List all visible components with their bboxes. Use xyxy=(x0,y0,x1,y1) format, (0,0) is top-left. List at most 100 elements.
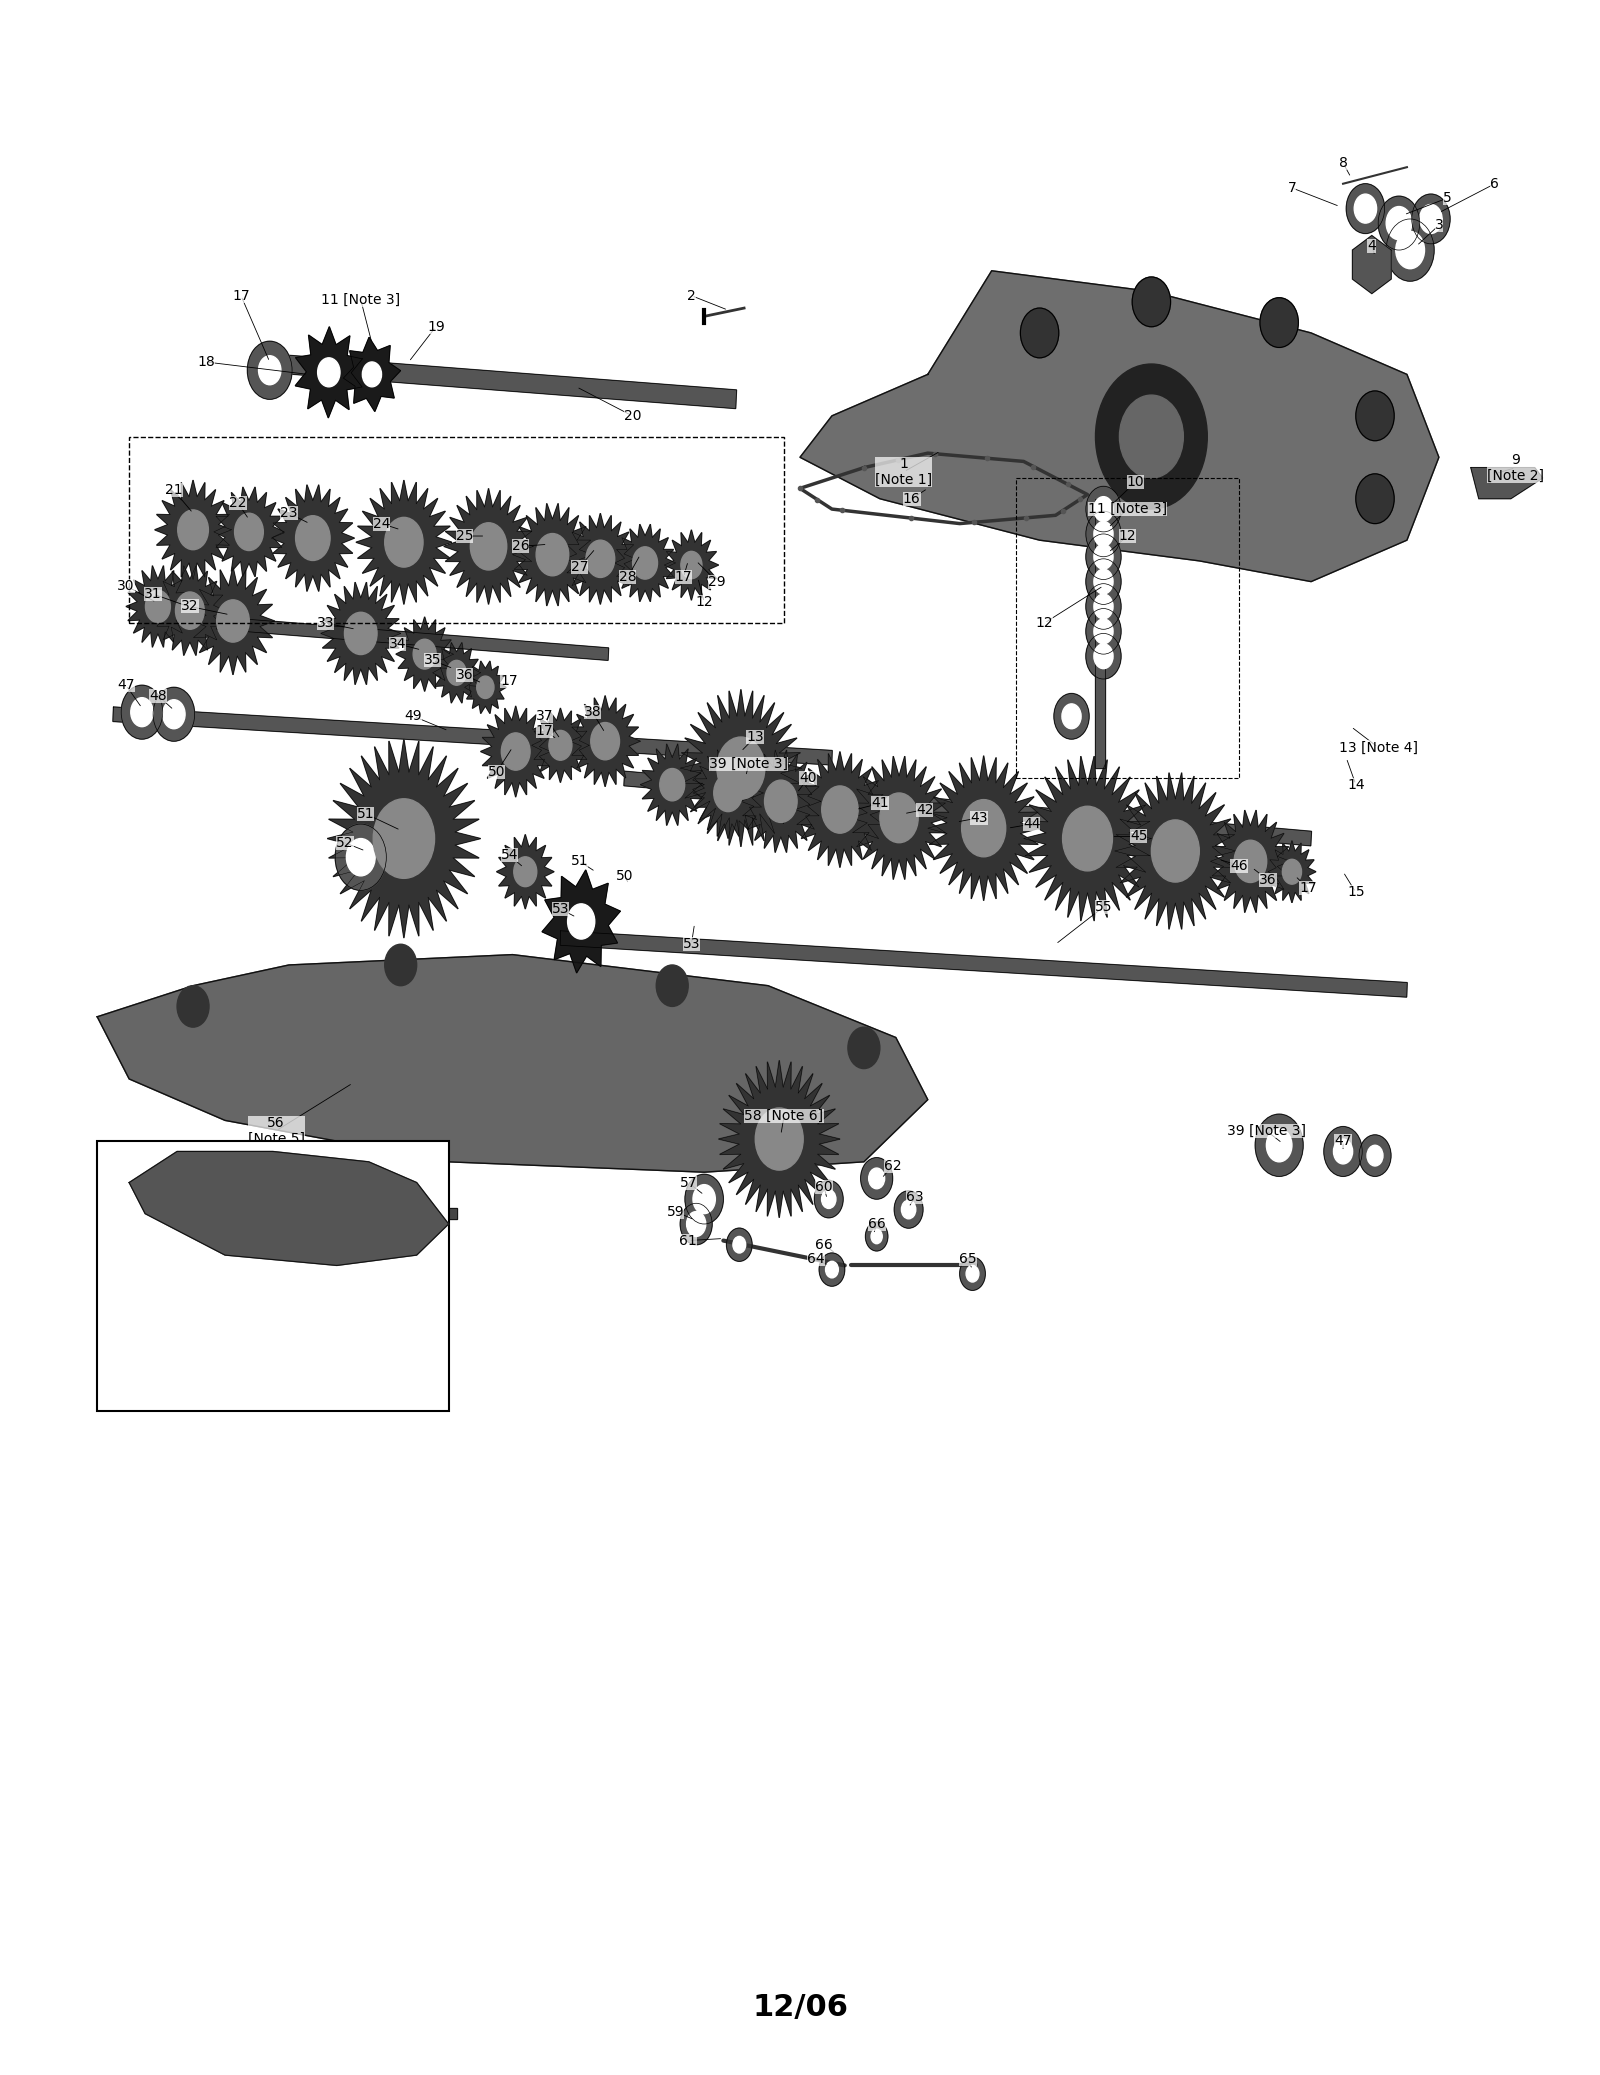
Circle shape xyxy=(1094,521,1114,546)
Text: 12: 12 xyxy=(1035,616,1053,631)
Circle shape xyxy=(413,639,437,668)
Text: 53: 53 xyxy=(552,903,570,915)
Text: 33: 33 xyxy=(317,616,334,631)
Text: 17: 17 xyxy=(675,571,693,585)
Text: 17: 17 xyxy=(536,724,554,739)
Circle shape xyxy=(568,905,595,940)
Polygon shape xyxy=(322,583,400,685)
Text: 17: 17 xyxy=(501,674,518,689)
Text: 29: 29 xyxy=(709,575,726,589)
Text: 18: 18 xyxy=(197,355,214,369)
Circle shape xyxy=(1354,195,1376,224)
Circle shape xyxy=(293,1197,317,1226)
Circle shape xyxy=(866,1222,888,1251)
Circle shape xyxy=(1234,840,1267,882)
Circle shape xyxy=(765,780,797,822)
Circle shape xyxy=(1256,1114,1302,1177)
Circle shape xyxy=(1386,208,1411,241)
Text: 1
[Note 1]: 1 [Note 1] xyxy=(875,456,933,488)
Text: 25: 25 xyxy=(456,529,474,544)
Circle shape xyxy=(1355,473,1394,523)
Circle shape xyxy=(717,737,765,799)
Circle shape xyxy=(248,340,293,398)
Text: 56
[Note 5]: 56 [Note 5] xyxy=(248,1116,304,1145)
Text: 3: 3 xyxy=(1435,218,1443,232)
Polygon shape xyxy=(512,504,592,606)
Circle shape xyxy=(131,697,154,726)
Polygon shape xyxy=(851,755,947,880)
Text: 28: 28 xyxy=(619,571,637,585)
Circle shape xyxy=(1266,1129,1291,1162)
Text: 66: 66 xyxy=(867,1218,885,1230)
Polygon shape xyxy=(1211,809,1290,913)
Circle shape xyxy=(1261,297,1298,347)
Circle shape xyxy=(861,1158,893,1199)
Circle shape xyxy=(501,732,530,770)
Circle shape xyxy=(1323,1127,1362,1177)
Text: 17: 17 xyxy=(232,288,250,303)
Polygon shape xyxy=(560,932,1408,998)
Text: 13: 13 xyxy=(747,730,765,745)
Circle shape xyxy=(549,730,571,759)
Circle shape xyxy=(1054,693,1090,739)
Polygon shape xyxy=(624,772,1312,847)
Circle shape xyxy=(384,517,422,566)
Circle shape xyxy=(178,986,210,1027)
Circle shape xyxy=(216,600,250,641)
Circle shape xyxy=(514,857,536,886)
Polygon shape xyxy=(181,1174,238,1249)
Circle shape xyxy=(1411,195,1450,245)
Text: 39 [Note 3]: 39 [Note 3] xyxy=(709,757,789,772)
Text: 51: 51 xyxy=(357,807,374,822)
Circle shape xyxy=(1094,643,1114,668)
Text: 900: 900 xyxy=(181,1365,208,1380)
Text: 55: 55 xyxy=(1094,901,1112,913)
Polygon shape xyxy=(1096,498,1106,768)
Text: 22: 22 xyxy=(229,496,246,510)
Polygon shape xyxy=(496,834,554,909)
Circle shape xyxy=(693,1185,715,1214)
Circle shape xyxy=(1086,633,1122,679)
Text: 17: 17 xyxy=(1299,882,1317,894)
Polygon shape xyxy=(640,743,704,826)
Text: 38: 38 xyxy=(584,706,602,720)
Text: 62: 62 xyxy=(883,1160,901,1172)
Polygon shape xyxy=(928,755,1040,901)
Circle shape xyxy=(344,612,378,654)
Polygon shape xyxy=(296,326,362,417)
Circle shape xyxy=(373,799,435,878)
Circle shape xyxy=(826,1262,838,1278)
Polygon shape xyxy=(328,739,480,938)
Polygon shape xyxy=(542,869,621,973)
Circle shape xyxy=(1094,544,1114,569)
Text: 48: 48 xyxy=(149,689,166,703)
Text: 50: 50 xyxy=(616,869,634,882)
Circle shape xyxy=(755,1108,803,1170)
Text: 36: 36 xyxy=(1259,874,1277,886)
Circle shape xyxy=(733,1237,746,1253)
Circle shape xyxy=(178,510,208,550)
Polygon shape xyxy=(693,747,763,838)
Circle shape xyxy=(962,799,1006,857)
Circle shape xyxy=(686,1212,706,1237)
Circle shape xyxy=(1333,1139,1352,1164)
Circle shape xyxy=(536,533,568,575)
Circle shape xyxy=(1096,363,1208,508)
Text: 58 [Note 6]: 58 [Note 6] xyxy=(744,1110,824,1123)
Text: 8: 8 xyxy=(1339,156,1347,170)
Circle shape xyxy=(336,824,386,890)
Text: 65: 65 xyxy=(958,1251,976,1266)
Text: 23: 23 xyxy=(280,506,298,521)
Circle shape xyxy=(685,1174,723,1224)
Polygon shape xyxy=(531,708,589,782)
Circle shape xyxy=(870,1228,882,1243)
Text: 21: 21 xyxy=(165,483,182,498)
Polygon shape xyxy=(741,749,821,853)
Circle shape xyxy=(146,589,170,622)
Circle shape xyxy=(894,1191,923,1228)
Text: 35: 35 xyxy=(424,654,442,668)
Circle shape xyxy=(586,540,614,577)
Circle shape xyxy=(714,774,742,811)
Text: 13 [Note 4]: 13 [Note 4] xyxy=(1339,741,1418,755)
Circle shape xyxy=(821,1189,835,1208)
